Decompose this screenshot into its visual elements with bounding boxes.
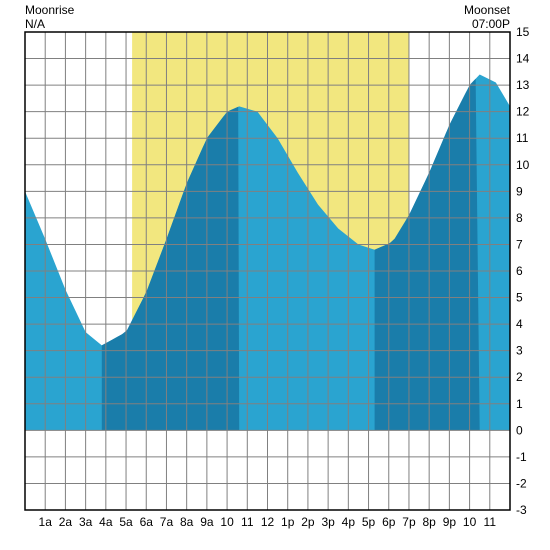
y-tick-label: 15 [516,25,530,39]
y-tick-label: 13 [516,78,530,92]
y-tick-label: 14 [516,52,530,66]
x-tick-label: 8p [422,515,436,529]
y-tick-label: 4 [516,317,523,331]
x-tick-label: 9p [443,515,457,529]
x-tick-label: 1p [281,515,295,529]
y-tick-label: 7 [516,237,523,251]
x-tick-label: 6a [140,515,154,529]
x-tick-label: 5p [362,515,376,529]
tide-chart: -3-2-101234567891011121314151a2a3a4a5a6a… [0,0,550,550]
y-tick-label: 2 [516,370,523,384]
y-tick-label: -2 [516,476,527,490]
y-tick-label: 11 [516,131,529,145]
y-tick-label: 1 [516,397,523,411]
moonrise-value: N/A [25,17,45,31]
y-tick-label: -1 [516,450,527,464]
x-tick-label: 9a [200,515,214,529]
x-tick-label: 1a [39,515,53,529]
x-tick-label: 10 [220,515,234,529]
chart-svg: -3-2-101234567891011121314151a2a3a4a5a6a… [0,0,550,550]
x-tick-label: 7a [160,515,174,529]
x-tick-label: 10 [463,515,477,529]
x-tick-label: 11 [484,515,497,529]
y-tick-label: 0 [516,423,523,437]
y-tick-label: 9 [516,184,523,198]
y-tick-label: 10 [516,158,530,172]
x-tick-label: 11 [241,515,254,529]
x-tick-label: 3p [321,515,335,529]
y-tick-label: 5 [516,291,523,305]
x-tick-label: 5a [119,515,133,529]
x-tick-label: 4p [342,515,356,529]
y-tick-label: 12 [516,105,530,119]
y-tick-label: 6 [516,264,523,278]
y-tick-label: -3 [516,503,527,517]
x-tick-label: 3a [79,515,93,529]
y-tick-label: 8 [516,211,523,225]
x-tick-label: 7p [402,515,416,529]
x-tick-label: 12 [261,515,275,529]
moonset-value: 07:00P [472,17,510,31]
moonrise-label: Moonrise [25,3,75,17]
x-tick-label: 6p [382,515,396,529]
x-tick-label: 2p [301,515,315,529]
moonset-label: Moonset [464,3,511,17]
x-tick-label: 2a [59,515,73,529]
x-tick-label: 8a [180,515,194,529]
x-tick-label: 4a [99,515,113,529]
y-tick-label: 3 [516,344,523,358]
